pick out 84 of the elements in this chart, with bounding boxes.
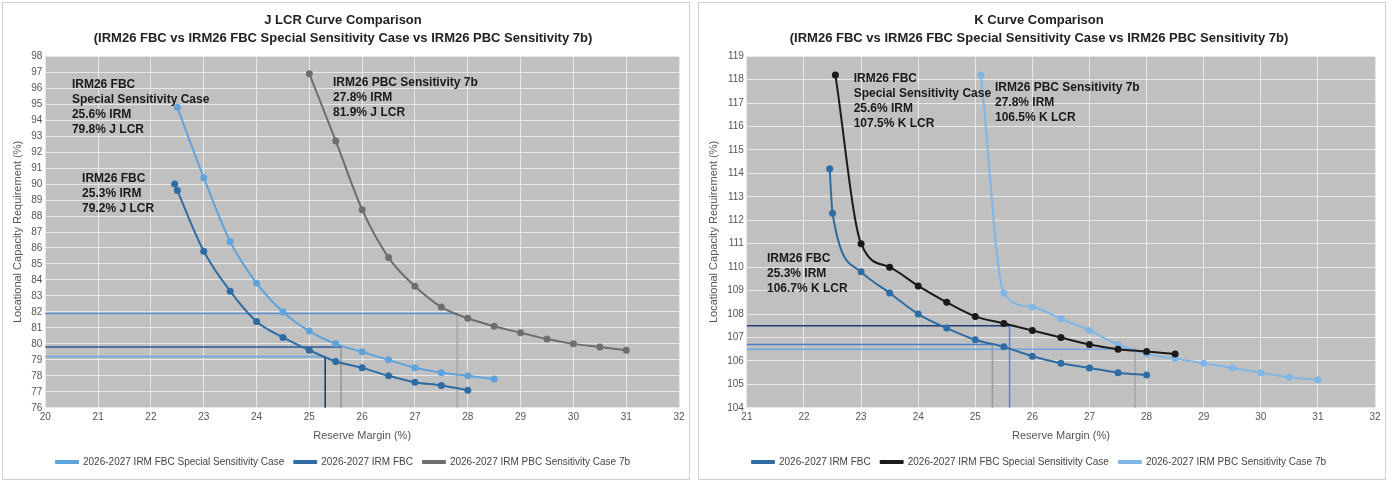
y-tick-label: 114	[727, 167, 745, 179]
annotation: IRM26 FBC Special Sensitivity Case 25.6% IRM 79.8% J LCR	[71, 77, 210, 137]
y-tick-label: 106	[727, 354, 745, 366]
y-tick-label: 81	[31, 321, 43, 333]
y-tick-label: 89	[31, 193, 43, 205]
y-tick-label: 113	[727, 190, 745, 202]
y-tick-label: 108	[727, 307, 745, 319]
annotation: IRM26 FBC Special Sensitivity Case 25.6% IRM 107.5% K LCR	[853, 71, 992, 131]
y-tick-label: 112	[727, 214, 745, 226]
y-tick-label: 95	[31, 97, 43, 109]
y-tick-label: 110	[727, 260, 745, 272]
y-tick-label: 76	[31, 401, 43, 413]
y-tick-label: 85	[31, 257, 43, 269]
chart-title: J LCR Curve Comparison	[264, 12, 422, 28]
legend-label: 2026-2027 IRM FBC Special Sensitivity Case	[907, 455, 1110, 467]
y-tick-label: 119	[727, 49, 745, 61]
legend-label: 2026-2027 IRM FBC	[779, 455, 871, 467]
x-tick-label: 22	[145, 410, 157, 422]
y-tick-label: 96	[31, 81, 43, 93]
x-tick-label: 32	[673, 410, 685, 422]
chart-subtitle: (IRM26 FBC vs IRM26 FBC Special Sensitivity Case vs IRM26 PBC Sensitivity 7b)	[789, 29, 1289, 45]
x-tick-label: 29	[1198, 410, 1210, 422]
y-tick-label: 107	[727, 331, 745, 343]
y-tick-label: 78	[31, 369, 43, 381]
legend-label: 2026-2027 IRM PBC Sensitivity Case 7b	[1145, 455, 1327, 467]
y-tick-label: 111	[728, 237, 745, 249]
y-tick-label: 84	[31, 273, 43, 285]
y-tick-label: 86	[31, 241, 43, 253]
x-tick-label: 27	[409, 410, 421, 422]
x-axis-title: Reserve Margin (%)	[1012, 429, 1110, 442]
x-tick-label: 31	[1312, 410, 1324, 422]
y-tick-label: 87	[31, 225, 43, 237]
y-axis-title: Locational Capacity Requirement (%)	[706, 140, 719, 324]
y-tick-label: 92	[31, 145, 43, 157]
y-tick-label: 97	[31, 65, 43, 77]
x-tick-label: 23	[198, 410, 210, 422]
x-tick-label: 26	[356, 410, 369, 422]
x-tick-label: 32	[1369, 410, 1381, 422]
y-tick-label: 117	[727, 96, 745, 108]
y-tick-label: 115	[727, 143, 745, 155]
y-tick-label: 77	[31, 385, 43, 397]
x-tick-label: 21	[92, 410, 105, 422]
y-axis-title: Locational Capacity Requirement (%)	[10, 140, 23, 324]
y-tick-label: 118	[727, 73, 745, 85]
x-tick-label: 28	[1141, 410, 1153, 422]
x-tick-label: 24	[912, 410, 925, 422]
chart-title: K Curve Comparison	[974, 12, 1104, 28]
x-tick-label: 20	[39, 410, 52, 422]
legend-label: 2026-2027 IRM FBC Special Sensitivity Case	[83, 455, 285, 467]
y-tick-label: 94	[31, 113, 43, 125]
chart-subtitle: (IRM26 FBC vs IRM26 FBC Special Sensitivity Case vs IRM26 PBC Sensitivity 7b)	[93, 29, 593, 45]
x-tick-label: 27	[1083, 410, 1096, 422]
y-tick-label: 82	[31, 305, 43, 317]
y-tick-label: 116	[727, 120, 745, 132]
y-tick-label: 109	[727, 284, 745, 296]
y-tick-label: 79	[31, 353, 43, 365]
x-tick-label: 25	[969, 410, 982, 422]
annotation: IRM26 FBC 25.3% IRM 79.2% J LCR	[82, 170, 155, 215]
annotation: IRM26 PBC Sensitivity 7b 27.8% IRM 81.9% J LCR	[333, 75, 478, 120]
x-tick-label: 30	[567, 410, 580, 422]
x-tick-label: 23	[855, 410, 868, 422]
x-tick-label: 25	[303, 410, 316, 422]
x-tick-label: 21	[741, 410, 753, 422]
x-tick-label: 24	[250, 410, 263, 422]
x-tick-label: 28	[462, 410, 474, 422]
y-tick-label: 104	[727, 401, 745, 413]
x-axis-title: Reserve Margin (%)	[313, 429, 412, 442]
x-tick-label: 29	[515, 410, 527, 422]
legend-label: 2026-2027 IRM FBC	[321, 455, 413, 467]
y-tick-label: 90	[31, 177, 43, 189]
x-tick-label: 31	[620, 410, 633, 422]
x-tick-label: 30	[1255, 410, 1267, 422]
y-tick-label: 105	[727, 378, 745, 390]
y-tick-label: 93	[31, 129, 43, 141]
annotation: IRM26 FBC 25.3% IRM 106.7% K LCR	[766, 251, 849, 296]
y-tick-label: 88	[31, 209, 43, 221]
y-tick-label: 83	[31, 289, 43, 301]
annotation: IRM26 PBC Sensitivity 7b 27.8% IRM 106.5% K LCR	[994, 80, 1140, 125]
legend-label: 2026-2027 IRM PBC Sensitivity Case 7b	[449, 455, 631, 467]
x-tick-label: 22	[798, 410, 810, 422]
y-tick-label: 80	[31, 337, 43, 349]
y-tick-label: 91	[31, 161, 43, 173]
y-tick-label: 98	[31, 49, 43, 61]
x-tick-label: 26	[1026, 410, 1039, 422]
